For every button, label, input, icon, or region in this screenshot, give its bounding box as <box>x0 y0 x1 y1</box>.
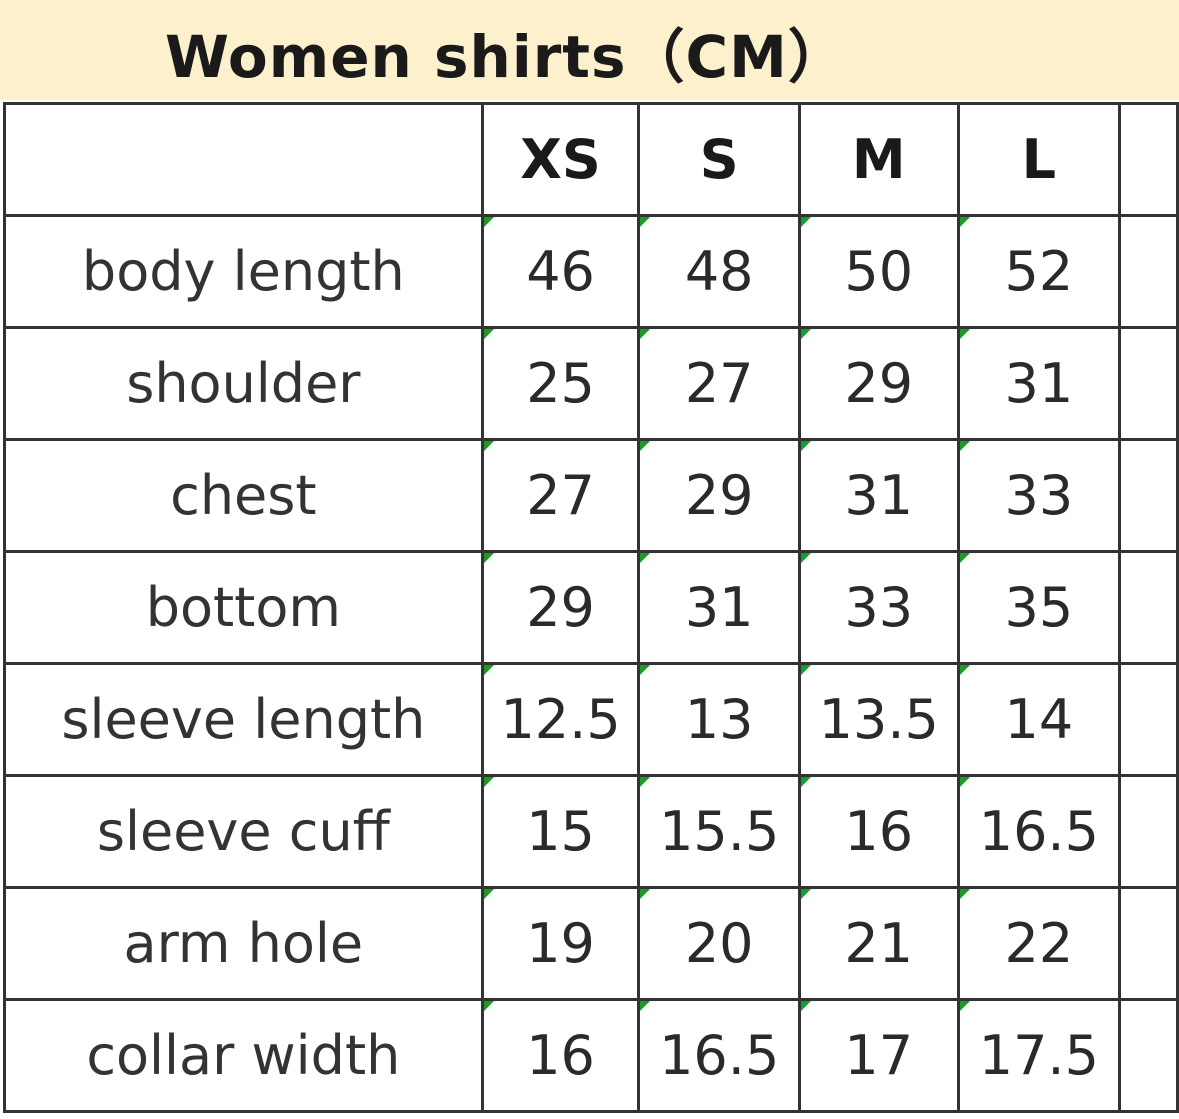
header-cell: M <box>797 102 960 217</box>
value-cell: 31 <box>797 438 960 553</box>
header-cell <box>1118 102 1179 217</box>
value-cell: 16.5 <box>956 774 1122 889</box>
table-row: sleeve length 12.5 13 13.5 14 <box>3 662 1179 777</box>
table-row: bottom 29 31 33 35 <box>3 550 1179 665</box>
page-title: Women shirts（CM） <box>165 23 847 91</box>
value-cell: 22 <box>956 886 1122 1001</box>
value-cell: 52 <box>956 214 1122 329</box>
value-cell: 25 <box>480 326 641 441</box>
value-cell: 19 <box>480 886 641 1001</box>
header-cell: L <box>956 102 1122 217</box>
header-cell <box>3 102 484 217</box>
value-cell: 27 <box>480 438 641 553</box>
value-cell: 16.5 <box>637 998 801 1113</box>
value-cell: 48 <box>637 214 801 329</box>
empty-cell <box>1118 326 1179 441</box>
value-cell: 13 <box>637 662 801 777</box>
empty-cell <box>1118 774 1179 889</box>
value-cell: 16 <box>480 998 641 1113</box>
value-cell: 29 <box>797 326 960 441</box>
value-cell: 15 <box>480 774 641 889</box>
value-cell: 17.5 <box>956 998 1122 1113</box>
table-row: shoulder 25 27 29 31 <box>3 326 1179 441</box>
row-label: bottom <box>3 550 484 665</box>
table-row: sleeve cuff 15 15.5 16 16.5 <box>3 774 1179 889</box>
size-table: XS S M L body length 46 48 50 52 shoulder 25 27… <box>3 102 1179 1113</box>
row-label: sleeve cuff <box>3 774 484 889</box>
value-cell: 12.5 <box>480 662 641 777</box>
value-cell: 35 <box>956 550 1122 665</box>
value-cell: 50 <box>797 214 960 329</box>
empty-cell <box>1118 998 1179 1113</box>
empty-cell <box>1118 214 1179 329</box>
empty-cell <box>1118 438 1179 553</box>
row-label: sleeve length <box>3 662 484 777</box>
empty-cell <box>1118 550 1179 665</box>
value-cell: 14 <box>956 662 1122 777</box>
value-cell: 13.5 <box>797 662 960 777</box>
header-cell: XS <box>480 102 641 217</box>
table-row: collar width 16 16.5 17 17.5 <box>3 998 1179 1113</box>
value-cell: 15.5 <box>637 774 801 889</box>
row-label: arm hole <box>3 886 484 1001</box>
value-cell: 29 <box>637 438 801 553</box>
value-cell: 31 <box>956 326 1122 441</box>
value-cell: 16 <box>797 774 960 889</box>
title-bar: Women shirts（CM） <box>0 0 1179 100</box>
empty-cell <box>1118 662 1179 777</box>
row-label: collar width <box>3 998 484 1113</box>
table-row: body length 46 48 50 52 <box>3 214 1179 329</box>
value-cell: 21 <box>797 886 960 1001</box>
row-label: body length <box>3 214 484 329</box>
value-cell: 29 <box>480 550 641 665</box>
value-cell: 46 <box>480 214 641 329</box>
value-cell: 20 <box>637 886 801 1001</box>
table-row: chest 27 29 31 33 <box>3 438 1179 553</box>
row-label: chest <box>3 438 484 553</box>
header-cell: S <box>637 102 801 217</box>
header-row: XS S M L <box>3 102 1179 217</box>
value-cell: 33 <box>956 438 1122 553</box>
table-row: arm hole 19 20 21 22 <box>3 886 1179 1001</box>
empty-cell <box>1118 886 1179 1001</box>
value-cell: 31 <box>637 550 801 665</box>
row-label: shoulder <box>3 326 484 441</box>
value-cell: 17 <box>797 998 960 1113</box>
value-cell: 33 <box>797 550 960 665</box>
value-cell: 27 <box>637 326 801 441</box>
